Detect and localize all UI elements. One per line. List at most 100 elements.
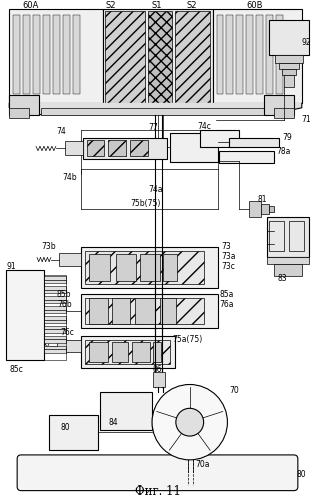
Text: 76a: 76a <box>220 300 234 309</box>
Bar <box>282 69 296 75</box>
Text: 80: 80 <box>297 470 307 479</box>
Bar <box>44 286 66 293</box>
Polygon shape <box>9 103 302 115</box>
Bar <box>267 256 309 264</box>
Bar <box>220 151 274 163</box>
Bar <box>274 264 302 276</box>
Bar <box>23 14 30 94</box>
Bar <box>103 8 213 108</box>
Text: 71: 71 <box>301 115 311 124</box>
Bar <box>289 221 304 250</box>
Circle shape <box>152 385 228 460</box>
Text: S2: S2 <box>186 1 197 10</box>
Bar <box>87 141 105 156</box>
Bar <box>267 217 309 256</box>
Bar <box>9 8 103 103</box>
Bar <box>130 141 148 156</box>
Bar <box>57 340 81 352</box>
Text: Фиг. 11: Фиг. 11 <box>135 485 181 498</box>
Text: 78a: 78a <box>276 147 290 156</box>
Polygon shape <box>148 10 172 105</box>
Bar <box>269 206 274 212</box>
Text: 73c: 73c <box>222 262 235 271</box>
Text: 70: 70 <box>229 386 239 395</box>
Text: 76c: 76c <box>61 328 75 337</box>
Bar <box>236 14 243 94</box>
Text: 75b(75): 75b(75) <box>130 200 161 209</box>
Bar <box>284 75 294 87</box>
Text: 91: 91 <box>6 262 16 271</box>
Bar <box>160 298 176 324</box>
Text: 75a(75): 75a(75) <box>172 335 202 344</box>
Bar <box>108 141 126 156</box>
Text: 83: 83 <box>277 274 287 283</box>
Text: 70a: 70a <box>196 461 210 470</box>
Bar <box>261 204 269 214</box>
Bar <box>116 253 136 281</box>
Bar <box>100 392 152 430</box>
Bar <box>264 95 294 115</box>
Bar <box>279 63 299 69</box>
Text: S2: S2 <box>105 1 116 10</box>
Text: 76b: 76b <box>57 300 71 309</box>
Bar <box>276 14 283 94</box>
Text: 79: 79 <box>282 133 292 142</box>
Bar <box>266 14 273 94</box>
Bar <box>132 342 150 362</box>
Text: 77: 77 <box>148 123 158 132</box>
Bar <box>88 253 110 281</box>
Bar <box>13 14 20 94</box>
Text: 81: 81 <box>257 195 267 204</box>
Bar <box>112 298 130 324</box>
Bar <box>73 14 80 94</box>
Text: 73: 73 <box>222 242 231 251</box>
Bar <box>249 201 261 217</box>
Polygon shape <box>106 10 145 105</box>
Polygon shape <box>41 108 269 115</box>
Bar <box>65 142 82 155</box>
Bar <box>213 8 302 103</box>
Bar <box>44 336 66 343</box>
Bar <box>275 55 303 63</box>
Bar <box>153 342 161 362</box>
Bar <box>163 253 177 281</box>
Bar <box>85 340 170 364</box>
Bar <box>44 346 66 353</box>
Bar <box>88 298 108 324</box>
Text: 60A: 60A <box>23 1 39 10</box>
Bar <box>81 247 217 288</box>
Bar <box>63 14 70 94</box>
Text: 60B: 60B <box>246 1 263 10</box>
Bar <box>9 95 39 115</box>
Bar <box>170 133 217 162</box>
Text: 84: 84 <box>108 418 118 427</box>
Bar <box>43 14 50 94</box>
Bar <box>246 14 253 94</box>
Bar <box>153 372 165 387</box>
Bar <box>200 130 239 147</box>
Bar <box>59 252 81 266</box>
Text: 74b: 74b <box>63 173 77 182</box>
Bar <box>44 326 66 333</box>
Text: 92: 92 <box>301 38 311 47</box>
Text: 74a: 74a <box>148 185 162 194</box>
Text: 73a: 73a <box>222 252 236 261</box>
Bar <box>229 138 279 147</box>
Bar <box>274 108 294 118</box>
Polygon shape <box>175 10 210 105</box>
Bar <box>88 342 108 362</box>
Text: 85a: 85a <box>220 290 234 299</box>
Text: S1: S1 <box>152 1 162 10</box>
Bar <box>44 296 66 303</box>
Bar <box>6 270 44 360</box>
Text: 74: 74 <box>56 127 66 136</box>
Bar <box>112 342 128 362</box>
Bar <box>269 20 309 55</box>
Bar <box>269 221 284 250</box>
FancyBboxPatch shape <box>17 455 298 491</box>
Bar <box>33 14 40 94</box>
Text: 85c: 85c <box>9 365 23 374</box>
Bar <box>81 336 175 368</box>
Bar <box>44 306 66 313</box>
Bar <box>81 294 217 328</box>
